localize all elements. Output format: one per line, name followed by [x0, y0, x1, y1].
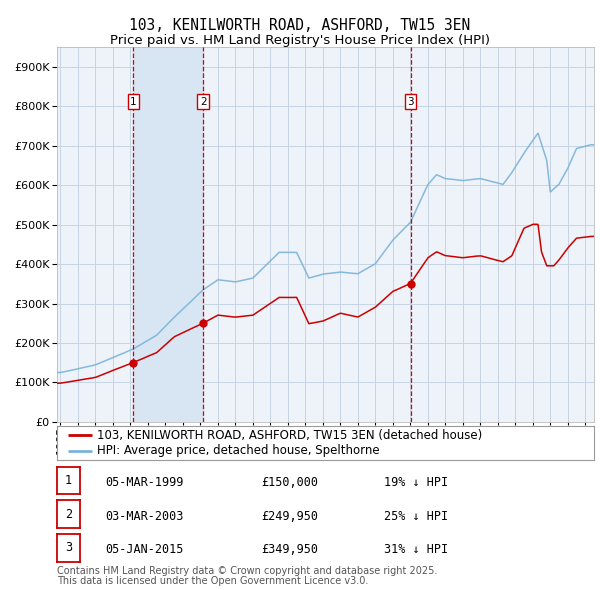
Text: 1: 1	[130, 97, 137, 107]
Text: 31% ↓ HPI: 31% ↓ HPI	[384, 543, 448, 556]
Text: 2: 2	[200, 97, 207, 107]
Text: 1: 1	[65, 474, 72, 487]
Text: This data is licensed under the Open Government Licence v3.0.: This data is licensed under the Open Gov…	[57, 576, 368, 586]
Text: 3: 3	[407, 97, 414, 107]
Text: 03-MAR-2003: 03-MAR-2003	[105, 510, 184, 523]
Text: Contains HM Land Registry data © Crown copyright and database right 2025.: Contains HM Land Registry data © Crown c…	[57, 566, 437, 576]
Text: 25% ↓ HPI: 25% ↓ HPI	[384, 510, 448, 523]
Text: 2: 2	[65, 507, 72, 521]
Text: 103, KENILWORTH ROAD, ASHFORD, TW15 3EN: 103, KENILWORTH ROAD, ASHFORD, TW15 3EN	[130, 18, 470, 33]
Text: 103, KENILWORTH ROAD, ASHFORD, TW15 3EN (detached house): 103, KENILWORTH ROAD, ASHFORD, TW15 3EN …	[97, 429, 482, 442]
Text: HPI: Average price, detached house, Spelthorne: HPI: Average price, detached house, Spel…	[97, 444, 380, 457]
Text: Price paid vs. HM Land Registry's House Price Index (HPI): Price paid vs. HM Land Registry's House …	[110, 34, 490, 47]
Text: £150,000: £150,000	[261, 476, 318, 489]
Text: 3: 3	[65, 541, 72, 555]
Text: £349,950: £349,950	[261, 543, 318, 556]
Text: 19% ↓ HPI: 19% ↓ HPI	[384, 476, 448, 489]
Bar	[133, 47, 203, 422]
Text: £249,950: £249,950	[261, 510, 318, 523]
Text: 05-JAN-2015: 05-JAN-2015	[105, 543, 184, 556]
Text: 05-MAR-1999: 05-MAR-1999	[105, 476, 184, 489]
